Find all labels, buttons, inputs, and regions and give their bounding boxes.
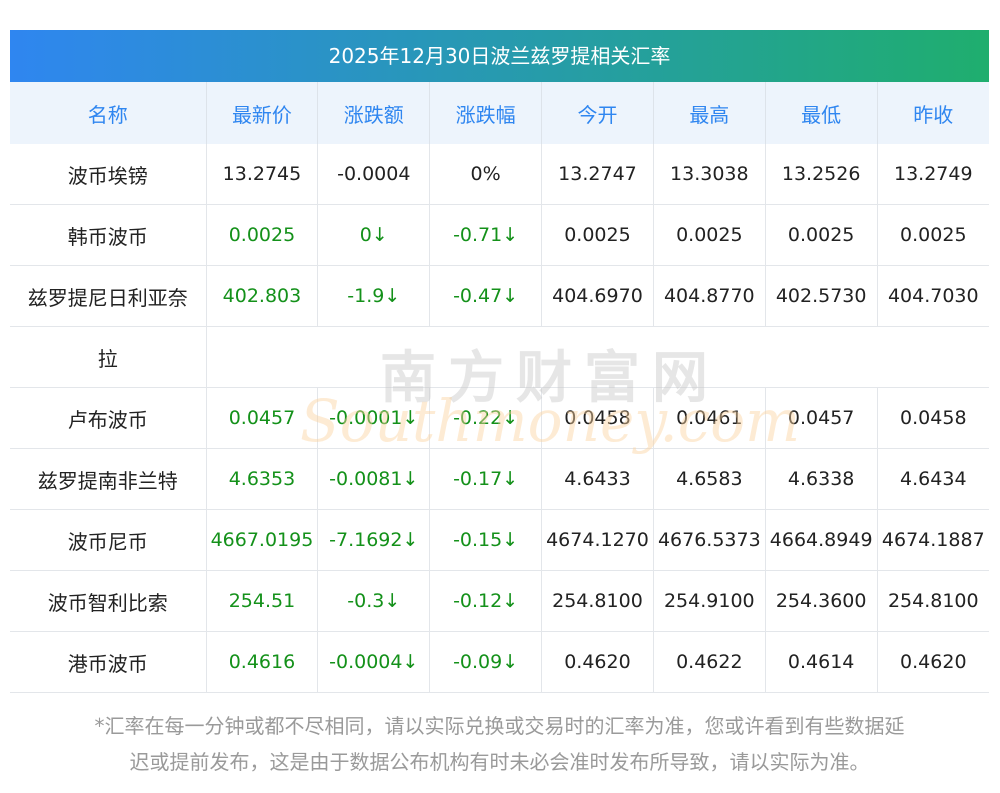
low-price: 0.0457 — [765, 387, 878, 449]
change-percent: -0.15↓ — [429, 509, 543, 571]
prev-close: 254.8100 — [877, 570, 989, 632]
currency-pair-name: 波币智利比索 — [10, 570, 207, 632]
latest-price: 4667.0195 — [206, 509, 319, 571]
currency-pair-name-continued: 拉 — [10, 326, 207, 388]
table-row: 韩币波币 0.0025 0↓ -0.71↓ 0.0025 0.0025 0.00… — [10, 204, 989, 266]
high-price: 404.8770 — [653, 265, 766, 327]
high-price: 0.4622 — [653, 631, 766, 693]
change-percent: -0.09↓ — [429, 631, 543, 693]
change-percent: -0.47↓ — [429, 265, 543, 327]
low-price: 4664.8949 — [765, 509, 878, 571]
disclaimer-line-1: *汇率在每一分钟或都不尽相同，请以实际兑换或交易时的汇率为准，您或许看到有些数据… — [94, 714, 905, 738]
open-price: 4.6433 — [541, 448, 654, 510]
currency-pair-name: 兹罗提南非兰特 — [10, 448, 207, 510]
table-row: 拉 — [10, 326, 989, 388]
table-row: 波币埃镑 13.2745 -0.0004 0% 13.2747 13.3038 … — [10, 144, 989, 205]
col-header-change-pct: 涨跌幅 — [429, 82, 543, 144]
latest-price: 402.803 — [206, 265, 319, 327]
currency-pair-name: 韩币波币 — [10, 204, 207, 266]
latest-price: 0.0457 — [206, 387, 319, 449]
low-price: 402.5730 — [765, 265, 878, 327]
prev-close: 4674.1887 — [877, 509, 989, 571]
low-price: 0.0025 — [765, 204, 878, 266]
open-price: 404.6970 — [541, 265, 654, 327]
change-percent: -0.71↓ — [429, 204, 543, 266]
high-price: 254.9100 — [653, 570, 766, 632]
change-percent: -0.22↓ — [429, 387, 543, 449]
table-row: 兹罗提南非兰特 4.6353 -0.0081↓ -0.17↓ 4.6433 4.… — [10, 448, 989, 510]
prev-close: 0.4620 — [877, 631, 989, 693]
currency-pair-name: 港币波币 — [10, 631, 207, 693]
open-price: 13.2747 — [541, 144, 654, 205]
table-row: 港币波币 0.4616 -0.0004↓ -0.09↓ 0.4620 0.462… — [10, 631, 989, 693]
change-amount: -0.0004 — [317, 144, 431, 205]
low-price: 4.6338 — [765, 448, 878, 510]
open-price: 4674.1270 — [541, 509, 654, 571]
high-price: 0.0461 — [653, 387, 766, 449]
high-price: 0.0025 — [653, 204, 766, 266]
change-amount: -0.3↓ — [317, 570, 431, 632]
change-amount: -0.0081↓ — [317, 448, 431, 510]
prev-close: 0.0025 — [877, 204, 989, 266]
latest-price: 13.2745 — [206, 144, 319, 205]
open-price: 0.0458 — [541, 387, 654, 449]
open-price: 0.4620 — [541, 631, 654, 693]
latest-price: 4.6353 — [206, 448, 319, 510]
change-amount: -0.0004↓ — [317, 631, 431, 693]
prev-close: 404.7030 — [877, 265, 989, 327]
table-row: 卢布波币 0.0457 -0.0001↓ -0.22↓ 0.0458 0.046… — [10, 387, 989, 449]
change-percent: 0% — [429, 144, 543, 205]
prev-close: 13.2749 — [877, 144, 989, 205]
table-row: 波币智利比索 254.51 -0.3↓ -0.12↓ 254.8100 254.… — [10, 570, 989, 632]
high-price: 4.6583 — [653, 448, 766, 510]
change-percent: -0.12↓ — [429, 570, 543, 632]
empty-cell — [206, 326, 989, 388]
table-header-row: 名称 最新价 涨跌额 涨跌幅 今开 最高 最低 昨收 — [10, 82, 989, 144]
disclaimer-note: *汇率在每一分钟或都不尽相同，请以实际兑换或交易时的汇率为准，您或许看到有些数据… — [10, 708, 989, 780]
col-header-prev-close: 昨收 — [877, 82, 989, 144]
latest-price: 0.4616 — [206, 631, 319, 693]
rates-table: 名称 最新价 涨跌额 涨跌幅 今开 最高 最低 昨收 波币埃镑 13.2745 … — [10, 82, 989, 693]
low-price: 254.3600 — [765, 570, 878, 632]
col-header-open: 今开 — [541, 82, 654, 144]
currency-pair-name: 波币尼币 — [10, 509, 207, 571]
col-header-high: 最高 — [653, 82, 766, 144]
prev-close: 4.6434 — [877, 448, 989, 510]
currency-pair-name: 兹罗提尼日利亚奈 — [10, 265, 207, 327]
change-amount: 0↓ — [317, 204, 431, 266]
change-amount: -0.0001↓ — [317, 387, 431, 449]
change-amount: -1.9↓ — [317, 265, 431, 327]
latest-price: 254.51 — [206, 570, 319, 632]
table-row: 波币尼币 4667.0195 -7.1692↓ -0.15↓ 4674.1270… — [10, 509, 989, 571]
high-price: 4676.5373 — [653, 509, 766, 571]
prev-close: 0.0458 — [877, 387, 989, 449]
page-title: 2025年12月30日波兰兹罗提相关汇率 — [10, 30, 989, 82]
change-amount: -7.1692↓ — [317, 509, 431, 571]
col-header-name: 名称 — [10, 82, 207, 144]
latest-price: 0.0025 — [206, 204, 319, 266]
currency-pair-name: 卢布波币 — [10, 387, 207, 449]
low-price: 13.2526 — [765, 144, 878, 205]
high-price: 13.3038 — [653, 144, 766, 205]
currency-pair-name: 波币埃镑 — [10, 144, 207, 205]
open-price: 0.0025 — [541, 204, 654, 266]
col-header-low: 最低 — [765, 82, 878, 144]
disclaimer-line-2: 迟或提前发布，这是由于数据公布机构有时未必会准时发布所导致，请以实际为准。 — [129, 750, 870, 774]
table-row: 兹罗提尼日利亚奈 402.803 -1.9↓ -0.47↓ 404.6970 4… — [10, 265, 989, 327]
change-percent: -0.17↓ — [429, 448, 543, 510]
rates-panel: 2025年12月30日波兰兹罗提相关汇率 名称 最新价 涨跌额 涨跌幅 今开 最… — [10, 30, 989, 693]
col-header-change: 涨跌额 — [317, 82, 431, 144]
col-header-latest: 最新价 — [206, 82, 319, 144]
open-price: 254.8100 — [541, 570, 654, 632]
low-price: 0.4614 — [765, 631, 878, 693]
